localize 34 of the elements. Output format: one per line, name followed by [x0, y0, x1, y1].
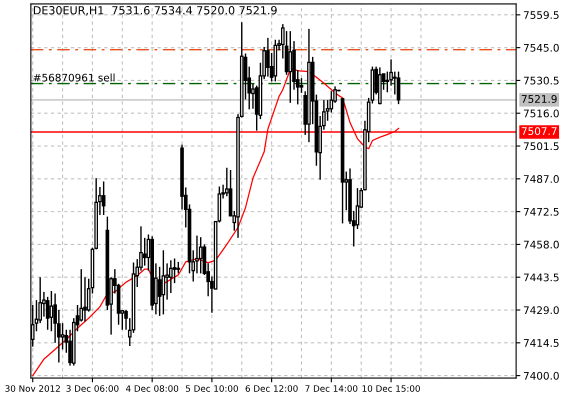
y-tick-label: 7530.5 — [524, 76, 559, 85]
x-tick-label: 3 Dec 06:00 — [66, 385, 119, 392]
x-tick-label: 4 Dec 08:00 — [126, 385, 178, 392]
candlestick — [50, 290, 54, 332]
y-tick-label: 7472.5 — [524, 208, 559, 216]
x-tick-label: 30 Nov 2012 — [5, 385, 60, 392]
y-tick-label: 7545.0 — [524, 44, 559, 52]
candlestick — [266, 37, 270, 78]
y-tick-label: 7559.5 — [524, 11, 559, 19]
candlestick — [176, 261, 180, 274]
chart-title: DE30EUR,H1 7531.6 7534.4 7520.0 7521.9 — [34, 6, 277, 16]
candlestick — [102, 180, 106, 216]
y-tick-label: 7443.5 — [524, 273, 559, 282]
ref-line-label: 7507.7 — [522, 127, 557, 136]
candlestick — [162, 250, 166, 316]
candlestick — [142, 237, 147, 266]
y-tick-label: 7487.0 — [524, 175, 559, 183]
y-tick-label: 7400.0 — [524, 372, 559, 380]
y-tick-label: 7516.0 — [524, 109, 559, 118]
ref-line-label: 7521.9 — [522, 95, 557, 103]
x-tick-label: 5 Dec 10:00 — [186, 385, 238, 392]
y-tick-label: 7458.0 — [524, 240, 559, 249]
x-tick-label: 7 Dec 14:00 — [305, 385, 358, 392]
y-tick-label: 7414.5 — [524, 339, 559, 347]
annotation: #56870961 sell — [34, 74, 114, 82]
candlestick — [300, 77, 304, 94]
candlestick — [60, 322, 64, 350]
candlestick — [396, 70, 400, 105]
y-tick-label: 7429.0 — [524, 306, 559, 314]
candlestick — [198, 236, 203, 274]
x-tick-label: 6 Dec 12:00 — [246, 385, 298, 392]
candlestick — [288, 30, 292, 104]
y-tick-label: 7501.5 — [524, 142, 559, 150]
x-tick-label: 10 Dec 15:00 — [362, 385, 420, 392]
